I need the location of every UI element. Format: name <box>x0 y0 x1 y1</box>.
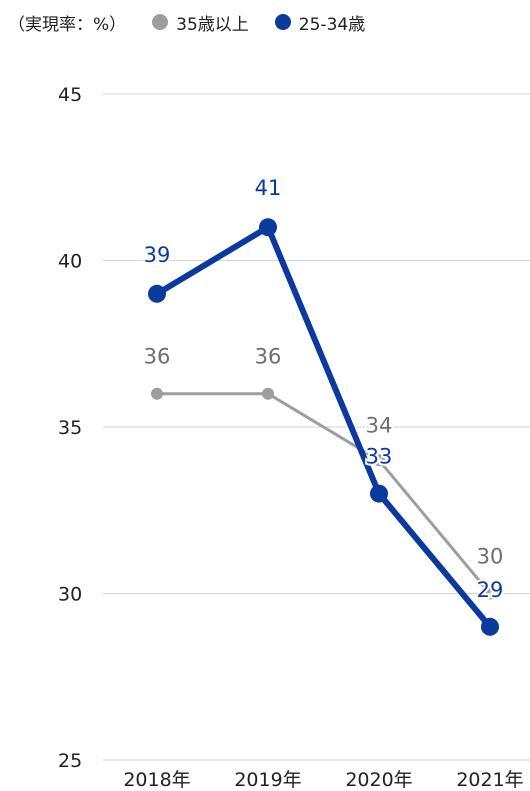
y-tick-label: 35 <box>58 417 82 439</box>
data-point-25-34 <box>148 284 166 303</box>
y-tick-label: 25 <box>58 750 82 772</box>
series-line-35-plus <box>155 392 492 595</box>
unit-label: （実現率：%） <box>8 14 127 35</box>
data-label-35-plus: 36 <box>144 345 171 369</box>
data-point-35-plus <box>484 587 496 600</box>
data-label-35-plus: 34 <box>366 413 393 437</box>
data-point-25-34 <box>481 617 499 636</box>
legend-label-35-plus: 35歳以上 <box>176 14 249 35</box>
legend-label-25-34: 25-34歳 <box>298 14 366 35</box>
legend-marker-25-34 <box>274 14 291 30</box>
data-label-35-plus: 30 <box>477 545 504 569</box>
data-label-25-34: 39 <box>144 243 171 267</box>
legend-item-25-34: 25-34歳 <box>274 10 366 35</box>
data-point-35-plus <box>262 387 274 400</box>
x-tick-label: 2018年 <box>123 769 190 791</box>
data-point-25-34 <box>370 484 388 503</box>
data-label-25-34: 33 <box>366 445 393 469</box>
data-point-25-34 <box>259 218 277 237</box>
chart-legend: （実現率：%） 35歳以上 25-34歳 <box>8 8 391 36</box>
x-tick-label: 2019年 <box>234 769 301 791</box>
y-tick-label: 40 <box>58 251 82 273</box>
data-point-35-plus <box>373 454 385 467</box>
y-tick-label: 30 <box>58 584 82 606</box>
legend-item-35-plus: 35歳以上 <box>152 10 249 35</box>
data-label-25-34: 41 <box>255 176 282 200</box>
y-tick-label: 45 <box>58 84 82 106</box>
data-label-25-34: 29 <box>477 578 504 602</box>
legend-marker-35-plus <box>152 14 169 30</box>
x-tick-label: 2021年 <box>456 769 523 791</box>
data-label-35-plus: 36 <box>255 345 282 369</box>
data-point-35-plus <box>151 387 163 400</box>
series-line-25-34 <box>154 224 493 630</box>
x-tick-label: 2020年 <box>345 769 412 791</box>
